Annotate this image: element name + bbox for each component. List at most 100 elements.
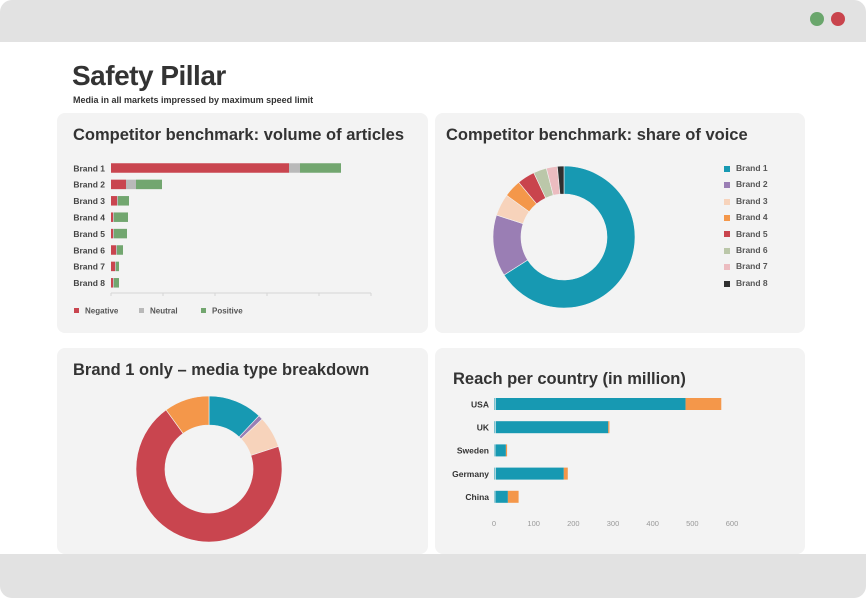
media-panel: Brand 1 only – media type breakdown xyxy=(57,348,428,554)
page-subtitle: Media in all markets impressed by maximu… xyxy=(73,95,314,105)
volume-bar-negative xyxy=(111,278,113,288)
share-legend-item: Brand 4 xyxy=(724,212,768,222)
reach-category-label: China xyxy=(465,492,489,502)
share-legend-item: Brand 7 xyxy=(724,261,768,271)
share-legend-swatch xyxy=(724,280,730,287)
media-chart-title: Brand 1 only – media type breakdown xyxy=(73,361,370,379)
reach-category-label: Germany xyxy=(452,469,489,479)
reach-bar-series-a xyxy=(494,421,496,434)
volume-bar-positive xyxy=(117,245,123,255)
volume-bar-positive xyxy=(114,228,127,239)
volume-chart: Brand 1 Brand 2 Brand 3 Brand 4 Brand 5 Brand… xyxy=(73,163,372,316)
volume-bar-negative xyxy=(111,163,289,173)
page-title: Safety Pillar xyxy=(72,60,226,91)
reach-x-tick-label: 600 xyxy=(726,519,739,528)
volume-bar-negative xyxy=(111,196,117,206)
volume-category-label: Brand 1 xyxy=(73,163,105,173)
share-legend-swatch xyxy=(724,198,730,205)
share-slice-brand-8 xyxy=(556,165,565,195)
volume-chart-title: Competitor benchmark: volume of articles xyxy=(73,126,404,144)
reach-bar-series-b xyxy=(495,490,508,503)
volume-bar-positive xyxy=(118,196,129,206)
volume-bar-neutral xyxy=(116,245,117,255)
volume-bar-neutral xyxy=(115,261,116,272)
maximize-button[interactable] xyxy=(810,12,824,26)
reach-x-tick-label: 300 xyxy=(607,519,620,528)
reach-bar-series-c xyxy=(563,467,568,480)
reach-bar-series-a xyxy=(494,490,495,503)
volume-bar-negative xyxy=(111,179,126,190)
media-slice-segment-4 xyxy=(135,409,283,543)
volume-legend-swatch xyxy=(74,308,79,313)
reach-category-label: Sweden xyxy=(457,446,489,456)
volume-bar-positive xyxy=(114,212,128,222)
share-legend-item: Brand 5 xyxy=(724,229,768,239)
reach-x-tick-label: 500 xyxy=(686,519,699,528)
reach-bar-series-c xyxy=(505,444,508,457)
share-legend-item: Brand 1 xyxy=(724,163,768,173)
share-legend-item: Brand 6 xyxy=(724,245,768,255)
reach-chart: USA UK Sweden Germany China 0 100 200 300 400 500 6… xyxy=(452,398,739,528)
reach-bar-series-b xyxy=(495,444,506,457)
reach-bar-series-c xyxy=(507,490,519,503)
reach-bar-series-b xyxy=(495,421,609,434)
window-title-bar xyxy=(0,0,866,42)
share-legend-swatch xyxy=(724,247,730,254)
share-legend-label: Brand 3 xyxy=(736,195,768,206)
reach-chart-title: Reach per country (in million) xyxy=(453,370,686,388)
volume-category-label: Brand 8 xyxy=(73,278,105,288)
volume-category-label: Brand 5 xyxy=(73,229,105,239)
reach-bar-series-b xyxy=(495,398,686,410)
share-chart-title: Competitor benchmark: share of voice xyxy=(446,126,748,144)
volume-legend-label: Neutral xyxy=(150,307,178,316)
volume-bar-negative xyxy=(111,212,113,222)
reach-x-tick-label: 200 xyxy=(567,519,580,528)
share-legend-item: Brand 2 xyxy=(724,179,768,189)
reach-x-tick-label: 100 xyxy=(527,519,540,528)
share-legend-label: Brand 5 xyxy=(736,228,768,239)
share-panel: Competitor benchmark: share of voice Bra… xyxy=(435,113,805,333)
volume-bar-neutral xyxy=(117,196,118,206)
volume-category-label: Brand 3 xyxy=(73,196,105,206)
volume-panel: Competitor benchmark: volume of articles… xyxy=(57,113,428,333)
reach-category-label: USA xyxy=(471,399,489,409)
media-slice-segment-5 xyxy=(165,395,210,434)
reach-x-tick-label: 0 xyxy=(492,519,496,528)
share-legend-label: Brand 2 xyxy=(736,179,768,190)
share-legend-swatch xyxy=(724,182,730,189)
volume-bar-neutral xyxy=(126,179,136,190)
volume-bar-positive xyxy=(114,278,119,288)
volume-category-label: Brand 4 xyxy=(73,213,105,223)
reach-category-label: UK xyxy=(477,423,490,433)
volume-bar-neutral xyxy=(113,228,114,239)
volume-bar-neutral xyxy=(113,212,114,222)
volume-category-label: Brand 2 xyxy=(73,180,105,190)
share-legend-label: Brand 1 xyxy=(736,163,768,173)
share-legend-label: Brand 4 xyxy=(736,212,768,223)
reach-x-tick-label: 400 xyxy=(646,519,659,528)
volume-bar-neutral xyxy=(289,163,300,173)
volume-legend-label: Positive xyxy=(212,307,243,316)
share-legend-swatch xyxy=(724,264,730,271)
volume-legend-swatch xyxy=(201,308,206,313)
volume-bar-neutral xyxy=(113,278,114,288)
share-legend-swatch xyxy=(724,214,730,221)
volume-legend-swatch xyxy=(139,308,144,313)
media-chart xyxy=(135,395,283,543)
volume-bar-negative xyxy=(111,245,116,255)
volume-category-label: Brand 6 xyxy=(73,245,105,255)
reach-bar-series-b xyxy=(495,467,564,480)
share-legend-swatch xyxy=(724,231,730,238)
share-legend-item: Brand 8 xyxy=(724,278,768,288)
reach-bar-series-a xyxy=(494,398,496,410)
share-legend-label: Brand 6 xyxy=(736,245,768,255)
reach-bar-series-a xyxy=(494,444,495,457)
share-legend-label: Brand 8 xyxy=(736,277,768,288)
volume-bar-negative xyxy=(111,228,113,239)
close-button[interactable] xyxy=(831,12,845,26)
window-bottom-bar xyxy=(0,554,866,598)
volume-legend-label: Negative xyxy=(85,307,119,316)
reach-panel: Reach per country (in million) USA UK Swed… xyxy=(435,348,805,554)
reach-bar-series-c xyxy=(685,398,722,410)
reach-bar-series-c xyxy=(608,421,610,434)
